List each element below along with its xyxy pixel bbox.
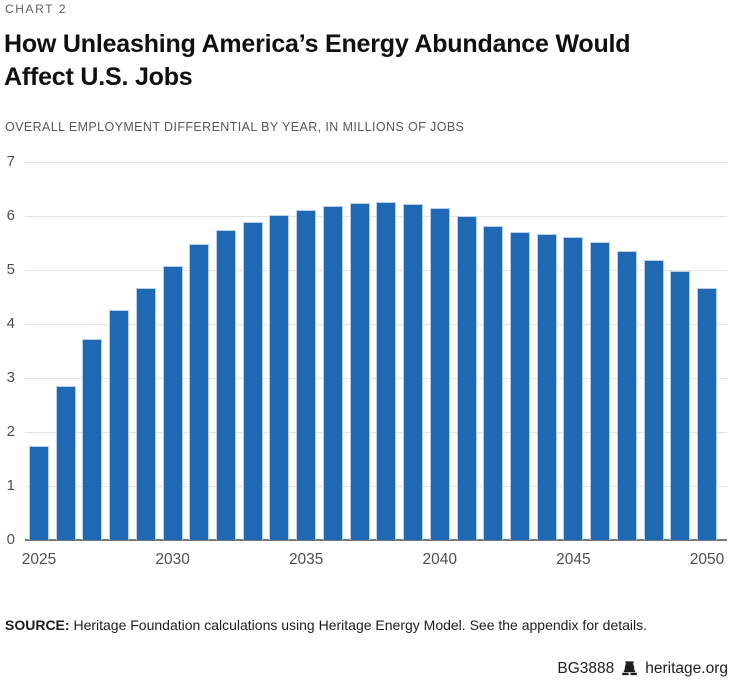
bar-2036 [322,206,343,540]
gridline-y2 [25,432,727,433]
bar-2034 [269,215,290,540]
chart-kicker: CHART 2 [5,2,68,16]
bar-2042 [483,226,504,540]
footer-brand: BG3888 heritage.org [557,660,728,678]
page-title: How Unleashing America’s Energy Abundanc… [4,28,631,94]
bar-2026 [55,385,76,540]
bar-2029 [135,288,156,540]
y-tick-label-5: 5 [6,261,15,278]
page-title-line-2: Affect U.S. Jobs [4,63,193,91]
bar-2037 [349,203,370,540]
bar-2032 [216,229,237,540]
bar-2043 [509,232,530,540]
gridline-y3 [25,378,727,379]
bar-2046 [590,241,611,540]
x-tick-label-2040: 2040 [422,551,458,568]
bar-2044 [536,234,557,540]
gridline-y1 [25,486,727,487]
gridline-y4 [25,324,727,325]
y-tick-label-3: 3 [6,369,15,386]
report-id: BG3888 [557,660,615,677]
source-text: Heritage Foundation calculations using H… [69,617,648,633]
x-tick-label-2030: 2030 [155,551,190,568]
chart-subtitle: OVERALL EMPLOYMENT DIFFERENTIAL BY YEAR,… [5,120,465,134]
bar-2045 [563,236,584,540]
gridline-y5 [25,270,727,271]
bar-2040 [429,207,450,540]
y-tick-label-6: 6 [6,207,15,224]
x-tick-label-2035: 2035 [288,551,324,568]
x-axis-line [25,539,727,541]
gridline-y6 [25,216,727,217]
x-tick-label-2025: 2025 [21,551,57,568]
x-tick-label-2045: 2045 [556,551,591,568]
bar-2047 [616,250,637,540]
bar-2038 [376,201,397,540]
source-label: SOURCE: [5,617,70,633]
plot-area: 0 1 2 3 4 5 6 7 2025 2030 2035 2040 2045 2050 [7,153,727,568]
site-link: heritage.org [645,660,728,677]
source-note: SOURCE: Heritage Foundation calculations… [5,617,725,633]
bar-2049 [670,271,691,540]
bar-2050 [697,288,717,540]
bar-2027 [82,338,103,540]
liberty-bell-icon [622,661,638,676]
bar-2028 [109,309,130,540]
y-tick-label-2: 2 [6,423,15,440]
page-title-line-1: How Unleashing America’s Energy Abundanc… [4,30,631,58]
y-tick-label-7: 7 [6,153,15,170]
y-tick-label-0: 0 [6,531,15,548]
bar-2041 [456,216,477,540]
bar-2048 [643,260,664,540]
y-tick-label-4: 4 [6,315,15,332]
bar-2030 [162,265,183,540]
x-tick-label-2050: 2050 [689,551,725,568]
bar-2033 [242,222,263,540]
bar-2035 [296,210,317,540]
bar-2031 [189,244,210,540]
bar-2039 [403,204,424,540]
bar-2025 [29,445,49,540]
y-tick-label-1: 1 [6,477,15,494]
gridline-y7 [25,162,727,163]
